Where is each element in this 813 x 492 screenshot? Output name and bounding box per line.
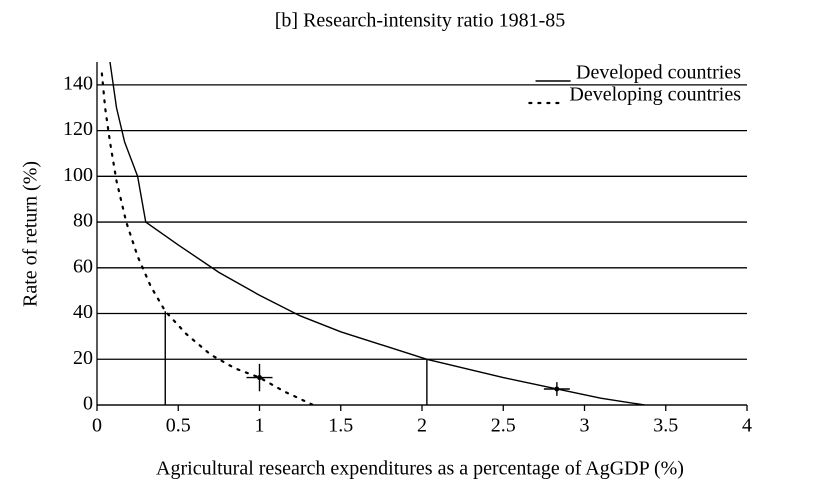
series-line xyxy=(100,72,315,405)
x-tick-label: 2.5 xyxy=(491,415,516,437)
x-tick-label: 1.5 xyxy=(328,415,353,437)
y-tick-label: 0 xyxy=(83,393,93,415)
x-tick-label: 2 xyxy=(417,415,427,437)
chart-title: [b] Research-intensity ratio 1981-85 xyxy=(275,10,565,32)
x-tick-label: 1 xyxy=(255,415,265,437)
x-tick-label: 0 xyxy=(92,415,102,437)
legend-label: Developed countries xyxy=(576,62,741,84)
y-tick-label: 100 xyxy=(63,164,93,186)
y-tick-label: 120 xyxy=(63,118,93,140)
y-tick-label: 60 xyxy=(73,255,93,277)
y-tick-label: 80 xyxy=(73,210,93,232)
series-line xyxy=(109,62,646,405)
x-tick-label: 3.5 xyxy=(653,415,678,437)
x-axis-label: Agricultural research expenditures as a … xyxy=(156,458,684,480)
point xyxy=(257,375,262,381)
y-tick-label: 140 xyxy=(63,72,93,94)
y-tick-label: 20 xyxy=(73,347,93,369)
x-tick-label: 0.5 xyxy=(166,415,191,437)
x-tick-label: 3 xyxy=(580,415,590,437)
legend-label: Developing countries xyxy=(569,84,741,106)
y-axis-label: Rate of return (%) xyxy=(20,161,42,307)
y-tick-label: 40 xyxy=(73,301,93,323)
point xyxy=(554,386,560,392)
x-tick-label: 4 xyxy=(742,415,752,437)
